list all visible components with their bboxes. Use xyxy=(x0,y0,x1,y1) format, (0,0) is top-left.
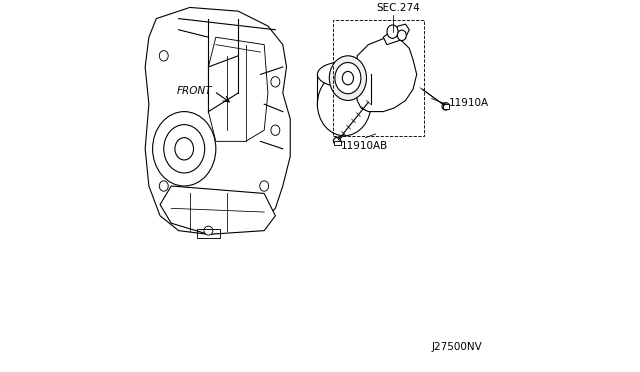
Text: 11910AB: 11910AB xyxy=(341,141,388,151)
Ellipse shape xyxy=(236,71,255,92)
Ellipse shape xyxy=(335,62,361,94)
Ellipse shape xyxy=(333,137,341,145)
Ellipse shape xyxy=(260,181,269,191)
Ellipse shape xyxy=(186,211,195,221)
Ellipse shape xyxy=(159,51,168,61)
Ellipse shape xyxy=(211,199,220,210)
Ellipse shape xyxy=(152,112,216,186)
Ellipse shape xyxy=(442,103,449,110)
Text: FRONT: FRONT xyxy=(177,86,212,96)
Polygon shape xyxy=(209,37,268,141)
Ellipse shape xyxy=(164,125,205,173)
Ellipse shape xyxy=(397,30,406,41)
Ellipse shape xyxy=(317,73,371,136)
Ellipse shape xyxy=(387,25,398,38)
Bar xyxy=(334,141,341,145)
Ellipse shape xyxy=(223,218,232,228)
Ellipse shape xyxy=(204,226,213,235)
Polygon shape xyxy=(383,24,410,45)
Ellipse shape xyxy=(175,138,193,160)
Text: 11910A: 11910A xyxy=(449,99,488,108)
Ellipse shape xyxy=(159,181,168,191)
Ellipse shape xyxy=(271,77,280,87)
Bar xyxy=(197,229,220,238)
Polygon shape xyxy=(355,37,417,112)
Bar xyxy=(443,104,449,109)
Ellipse shape xyxy=(271,125,280,135)
Ellipse shape xyxy=(330,56,367,100)
Polygon shape xyxy=(160,186,275,234)
Ellipse shape xyxy=(317,62,371,87)
Ellipse shape xyxy=(241,77,250,87)
Polygon shape xyxy=(145,7,291,234)
Ellipse shape xyxy=(342,71,353,85)
Text: SEC.274: SEC.274 xyxy=(376,3,420,13)
Text: J27500NV: J27500NV xyxy=(431,341,482,352)
